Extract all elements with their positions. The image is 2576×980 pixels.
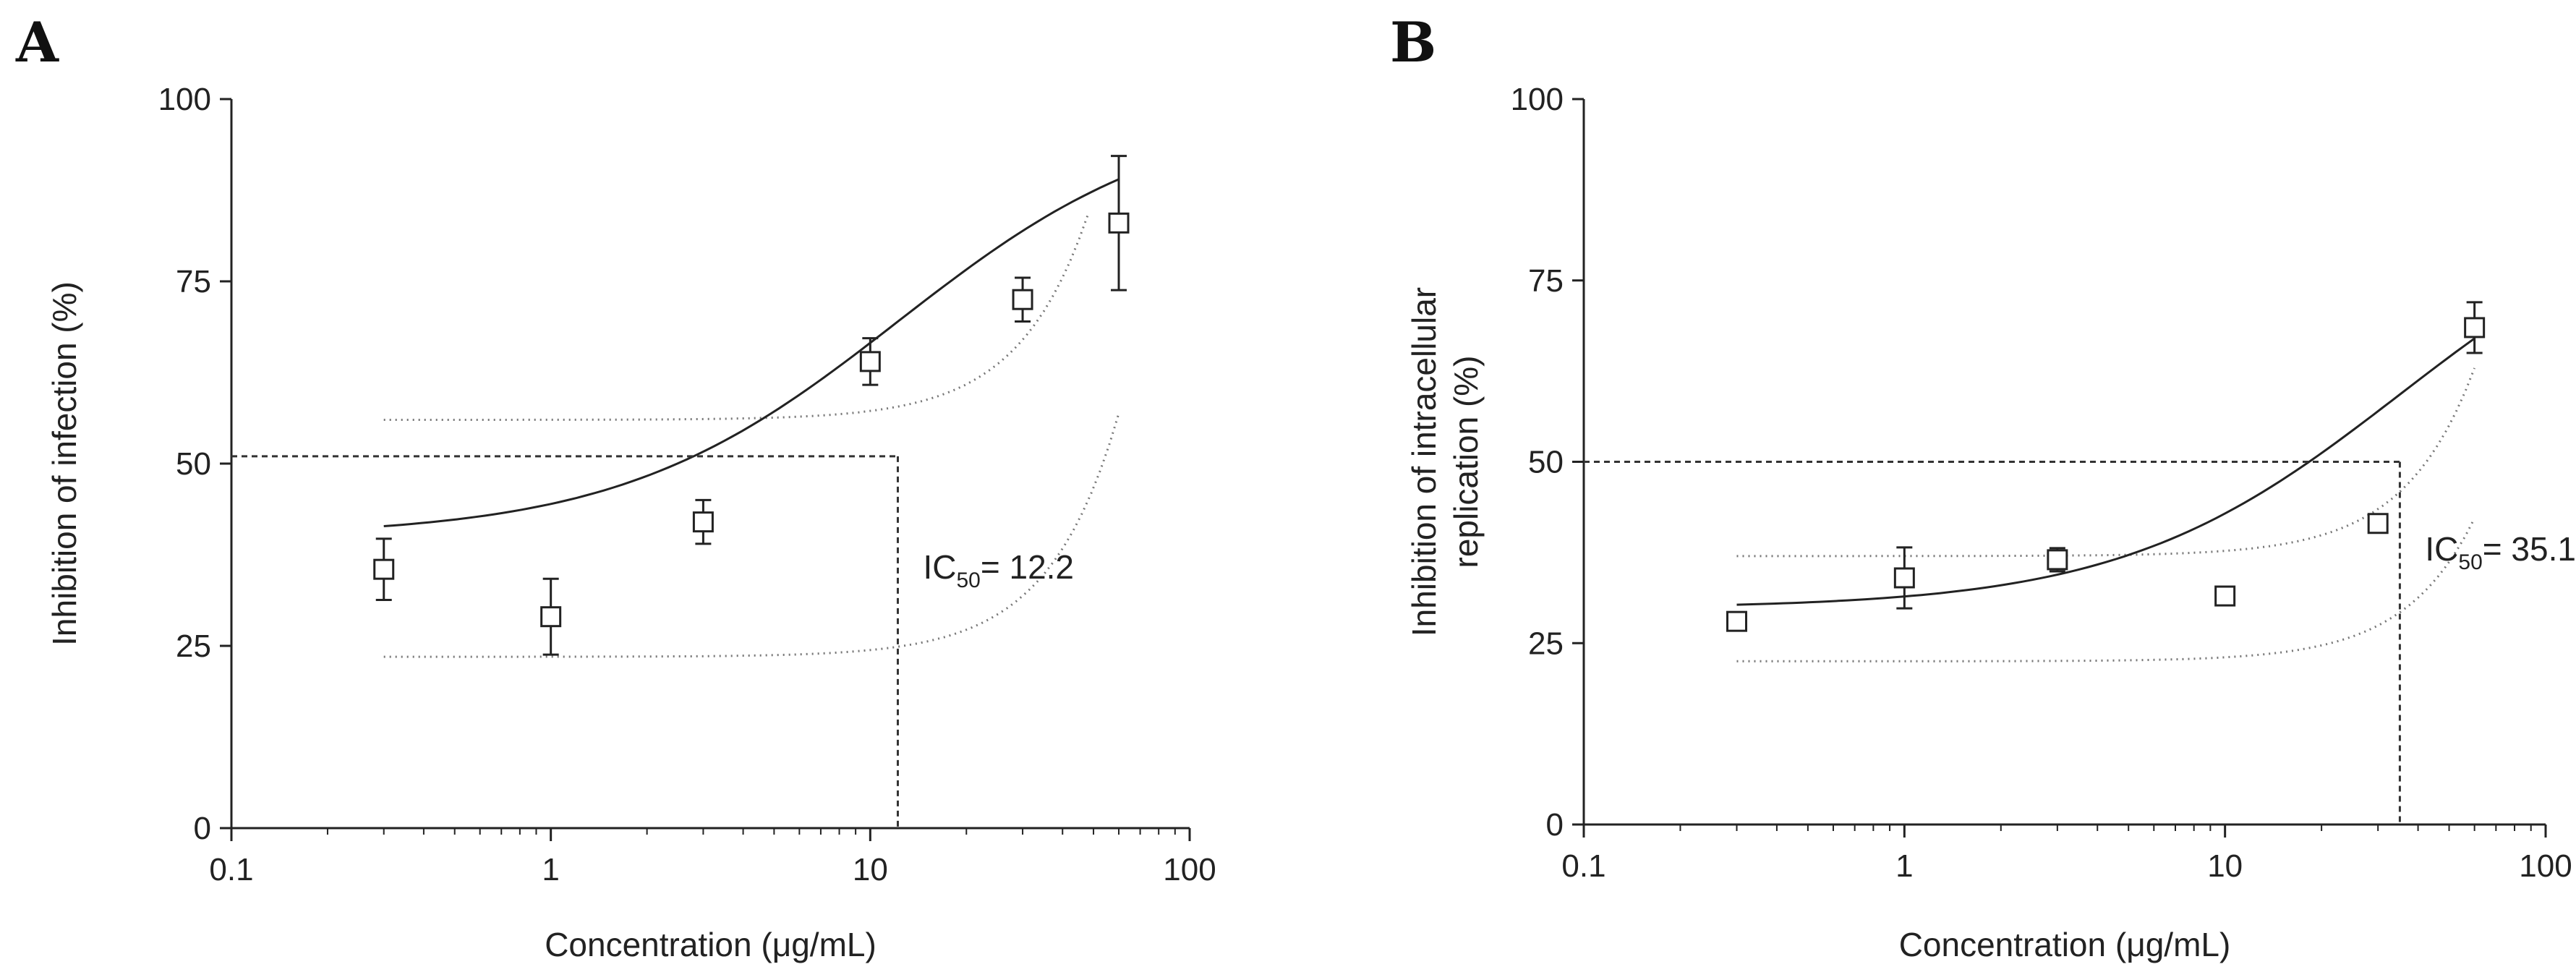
lower-confidence-band	[1736, 518, 2475, 662]
fit-curve	[383, 178, 1119, 527]
y-tick-label: 75	[1528, 263, 1564, 299]
y-tick-label: 50	[176, 446, 211, 482]
data-point	[2367, 513, 2389, 534]
y-tick-label: 0	[1546, 807, 1564, 843]
chart-panel-A: A 0 25 50 75 100 0.1 1 10 100 Concentration (μg/mL…	[15, 10, 1216, 963]
data-point	[540, 606, 562, 628]
data-point	[859, 351, 881, 372]
data-point	[2047, 549, 2068, 571]
data-point	[373, 558, 395, 580]
y-axis-label-line: replication (%)	[1447, 356, 1485, 568]
y-tick-label: 100	[158, 82, 211, 117]
upper-confidence-band	[383, 214, 1089, 421]
data-point	[1893, 567, 1915, 589]
data-point	[2214, 585, 2236, 607]
y-tick-label: 25	[1528, 626, 1564, 661]
y-tick-label: 25	[176, 629, 211, 664]
data-point	[1726, 610, 1748, 632]
x-tick-label: 0.1	[1561, 848, 1605, 884]
x-tick-label: 10	[2207, 848, 2243, 884]
panel-letter: A	[15, 10, 59, 74]
x-tick-label: 1	[542, 852, 559, 887]
fit-curve	[1736, 337, 2475, 606]
y-tick-label: 50	[1528, 445, 1564, 480]
x-tick-label: 100	[2519, 848, 2572, 884]
x-tick-label: 10	[853, 852, 888, 887]
lower-confidence-band	[383, 413, 1120, 658]
chart-panel-B: B 0 25 50 75 100 0.1 1 10 100 Concentration (μg/mL…	[1390, 10, 2576, 963]
panel-letter: B	[1390, 10, 1436, 74]
ic50-annotation: IC50= 12.2	[923, 548, 1074, 592]
x-axis-label: Concentration (μg/mL)	[1899, 926, 2231, 963]
x-tick-label: 100	[1163, 852, 1216, 887]
y-tick-label: 100	[1511, 82, 1564, 117]
y-axis-label-line: Inhibition of intracellular	[1405, 287, 1443, 636]
data-point	[1108, 212, 1130, 234]
data-point	[2464, 317, 2486, 338]
ic50-annotation: IC50= 35.1	[2425, 530, 2576, 574]
y-axis-label: Inhibition of infection (%)	[46, 281, 83, 646]
data-point	[692, 511, 714, 533]
x-axis-label: Concentration (μg/mL)	[545, 926, 877, 963]
y-tick-label: 0	[194, 811, 211, 846]
x-tick-label: 0.1	[209, 852, 253, 887]
x-tick-label: 1	[1895, 848, 1913, 884]
data-point	[1012, 289, 1033, 310]
y-tick-label: 75	[176, 264, 211, 299]
